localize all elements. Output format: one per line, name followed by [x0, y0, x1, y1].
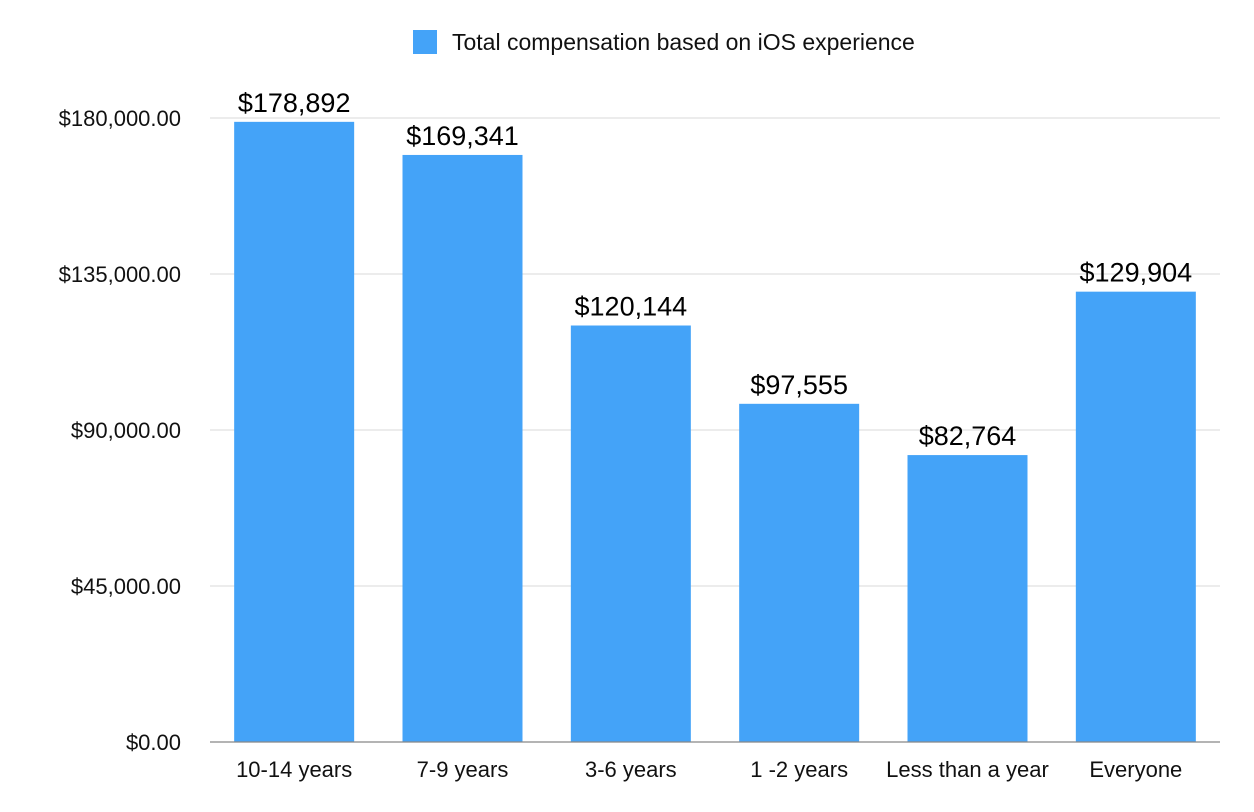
- data-label: $97,555: [750, 370, 848, 400]
- bar: [234, 121, 355, 742]
- x-tick-label: Everyone: [1089, 757, 1182, 782]
- x-tick-label: Less than a year: [886, 757, 1049, 782]
- data-label: $120,144: [575, 292, 688, 322]
- x-tick-label: 3-6 years: [585, 757, 677, 782]
- bar: [570, 325, 691, 742]
- legend: Total compensation based on iOS experien…: [413, 29, 915, 55]
- data-label: $129,904: [1080, 258, 1193, 288]
- bar: [907, 455, 1028, 742]
- y-tick-label: $135,000.00: [59, 262, 181, 287]
- x-tick-label: 10-14 years: [236, 757, 352, 782]
- y-tick-label: $180,000.00: [59, 106, 181, 131]
- bar: [402, 154, 523, 743]
- bar: [1075, 291, 1196, 742]
- x-tick-label: 1 -2 years: [750, 757, 848, 782]
- data-label: $169,341: [406, 121, 519, 151]
- y-tick-label: $45,000.00: [71, 574, 181, 599]
- bars: [234, 121, 1196, 743]
- y-axis-tick-labels: $0.00 $45,000.00 $90,000.00 $135,000.00 $180…: [59, 106, 181, 755]
- gridlines: [210, 117, 1220, 587]
- x-tick-label: 7-9 years: [417, 757, 509, 782]
- y-tick-label: $90,000.00: [71, 418, 181, 443]
- data-label: $178,892: [238, 88, 351, 118]
- data-labels: $178,892 $169,341 $120,144 $97,555 $82,764 $1…: [238, 88, 1192, 451]
- legend-label: Total compensation based on iOS experien…: [452, 29, 915, 55]
- bar: [739, 403, 860, 742]
- y-tick-label: $0.00: [126, 730, 181, 755]
- legend-swatch: [413, 30, 437, 54]
- x-axis-tick-labels: 10-14 years 7-9 years 3-6 years 1 -2 years L…: [236, 757, 1182, 782]
- data-label: $82,764: [919, 421, 1017, 451]
